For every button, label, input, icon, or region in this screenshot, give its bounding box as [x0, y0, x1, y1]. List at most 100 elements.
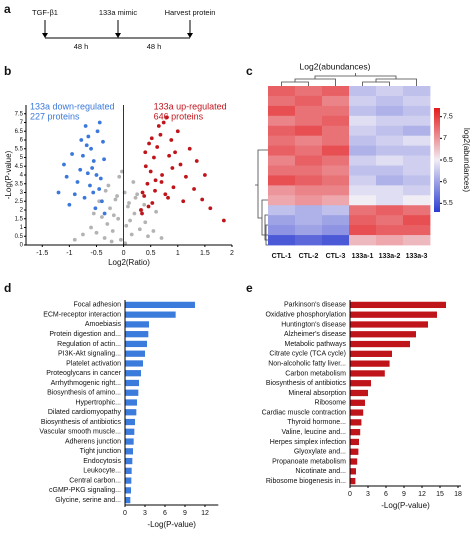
point [102, 211, 107, 216]
heatmap-cell [268, 165, 296, 176]
heatmap-cell [268, 195, 296, 206]
colorbar-label: log2(abundances) [462, 128, 471, 192]
point [152, 155, 156, 160]
point [83, 124, 88, 128]
bar [125, 477, 132, 484]
category-label: Metabolic pathways [285, 341, 347, 348]
heatmap-cell [403, 165, 431, 176]
heatmap-cell [403, 145, 431, 156]
category-label: Arrhythmogenic right... [51, 380, 121, 387]
point [163, 192, 168, 197]
bar [125, 370, 141, 377]
event-label: TGF-β1 [32, 8, 58, 17]
bar [350, 419, 362, 426]
heatmap-cell [268, 225, 296, 236]
point [75, 180, 80, 184]
bar [350, 389, 368, 397]
heatmap-cell [322, 205, 350, 216]
category-label: Mineral absorption [288, 390, 346, 397]
point [105, 222, 110, 226]
point [153, 178, 158, 183]
point [94, 173, 99, 177]
point [84, 143, 89, 148]
arrow-head [42, 33, 48, 38]
point [124, 223, 129, 228]
bar [125, 379, 139, 387]
category-label: Platelet activation [66, 360, 121, 367]
heatmap-cell [295, 235, 323, 246]
category-label: Propanoate metabolism [272, 458, 346, 465]
category-label: Thyroid hormone... [287, 419, 346, 426]
timeline: TGF-β1 133a mimic Harvest protein 48 h 4… [32, 8, 215, 51]
heatmap-cell [403, 195, 431, 206]
category-label: Biosynthesis of amino... [47, 390, 121, 397]
point [167, 153, 172, 158]
event-label: 133a mimic [99, 8, 138, 17]
point [146, 234, 150, 239]
heatmap-cell [295, 195, 323, 206]
heatmap-cell [295, 95, 323, 107]
heatmap-cell [349, 115, 377, 127]
point [85, 171, 90, 176]
interval-label: 48 h [74, 42, 89, 51]
point [117, 174, 122, 179]
bar [350, 331, 416, 338]
column-label: CTL-3 [326, 253, 346, 260]
point [171, 185, 176, 190]
heatmap-cell [403, 205, 431, 216]
point [86, 134, 91, 139]
point [120, 169, 124, 174]
category-label: Dilated cardiomyopathy [48, 409, 122, 416]
point [127, 201, 131, 205]
point [123, 241, 128, 246]
heatmap-cell [349, 145, 377, 156]
category-label: Adherens junction [65, 438, 121, 445]
bar [125, 389, 139, 396]
heatmap-cell [322, 215, 350, 226]
bar [350, 380, 371, 387]
x-tick-label: 12 [201, 510, 209, 517]
bar [125, 487, 131, 494]
point [116, 216, 121, 221]
panel-label: a [4, 2, 11, 16]
bar [350, 468, 356, 475]
x-tick-label: 6 [384, 491, 388, 498]
point [178, 162, 183, 167]
category-label: Biosynthesis of antibiotics [41, 419, 122, 426]
point [140, 190, 145, 195]
bar [350, 350, 392, 357]
heatmap-cell [295, 125, 323, 137]
column-label: 133a-3 [406, 253, 428, 260]
heatmap-cell [295, 135, 323, 147]
point [64, 174, 69, 179]
bar [125, 496, 131, 504]
heatmap-cell [349, 105, 377, 117]
point [88, 183, 92, 188]
point [208, 206, 213, 211]
x-tick-label: 1 [176, 250, 180, 257]
point [108, 206, 112, 211]
point [184, 174, 188, 179]
bar [350, 399, 365, 406]
heatmap-cell [376, 215, 404, 226]
heatmap-cell [349, 235, 377, 246]
colorbar-tick-label: 7 [443, 135, 447, 142]
category-label: PI3K-Akt signaling... [58, 351, 121, 358]
heatmap-cell [268, 175, 296, 186]
point [94, 230, 99, 235]
x-tick-label: 3 [366, 491, 370, 498]
bar [350, 448, 359, 455]
point [118, 237, 123, 242]
point [169, 138, 174, 142]
category-label: Endocytosis [83, 458, 121, 465]
point [132, 211, 137, 216]
point [202, 173, 207, 177]
annotation: 227 proteins [30, 111, 80, 121]
heatmap-cell [322, 195, 350, 206]
point [72, 237, 77, 242]
point [102, 157, 106, 162]
point [194, 159, 199, 163]
heatmap-cell [268, 205, 296, 216]
heatmap-cell [349, 225, 377, 236]
column-label: 133a-1 [352, 253, 374, 260]
